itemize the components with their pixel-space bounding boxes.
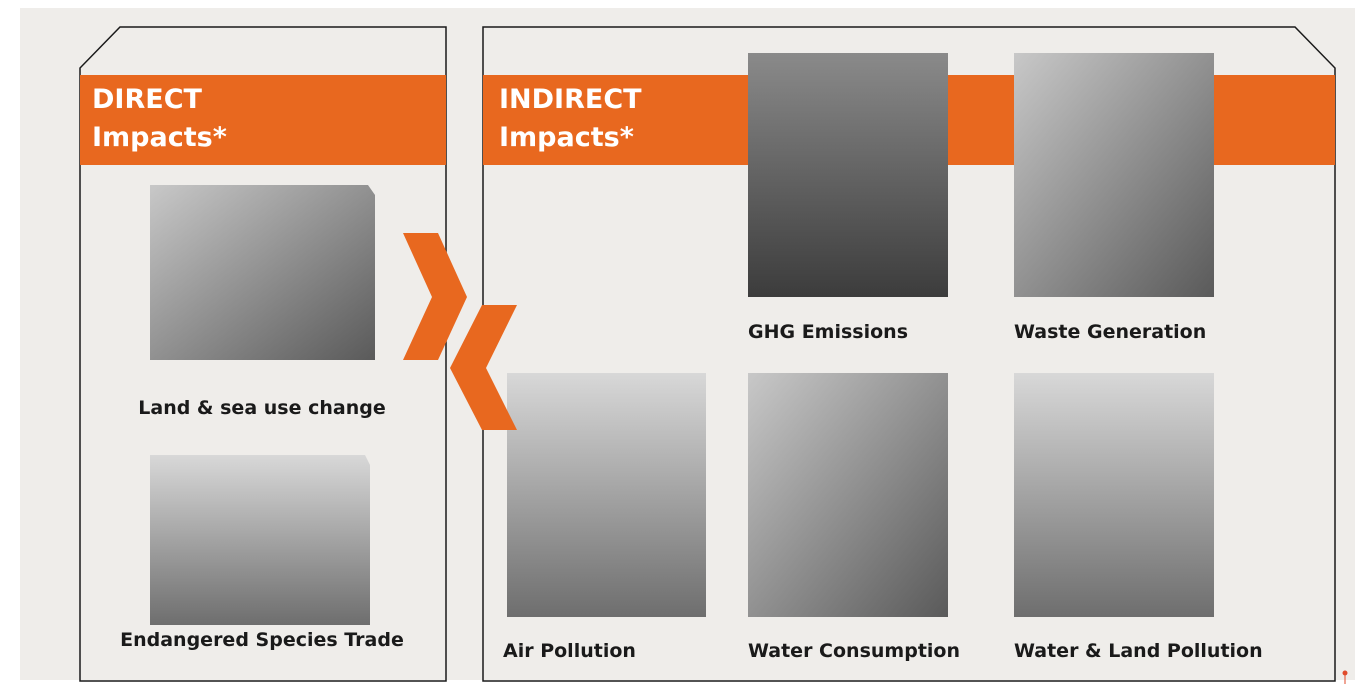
item-label: Land & sea use change xyxy=(138,397,385,419)
photo xyxy=(748,373,948,617)
item-label: Endangered Species Trade xyxy=(120,629,404,651)
photo xyxy=(1014,373,1214,617)
photo xyxy=(507,373,706,617)
direct-heading: DIRECT xyxy=(92,84,203,115)
diagram: DIRECT Impacts* Land & sea use change En… xyxy=(0,0,1370,689)
indirect-subheading: Impacts* xyxy=(499,122,634,153)
item-label: Waste Generation xyxy=(1014,321,1206,343)
item-label: Air Pollution xyxy=(503,640,636,662)
photo xyxy=(1014,53,1214,297)
photo xyxy=(150,455,370,625)
item-label: Water Consumption xyxy=(748,640,960,662)
direct-subheading: Impacts* xyxy=(92,122,227,153)
indirect-heading: INDIRECT xyxy=(499,84,642,115)
item-label: GHG Emissions xyxy=(748,321,908,343)
photo xyxy=(150,185,375,360)
photo xyxy=(748,53,948,297)
item-label: Water & Land Pollution xyxy=(1014,640,1263,662)
